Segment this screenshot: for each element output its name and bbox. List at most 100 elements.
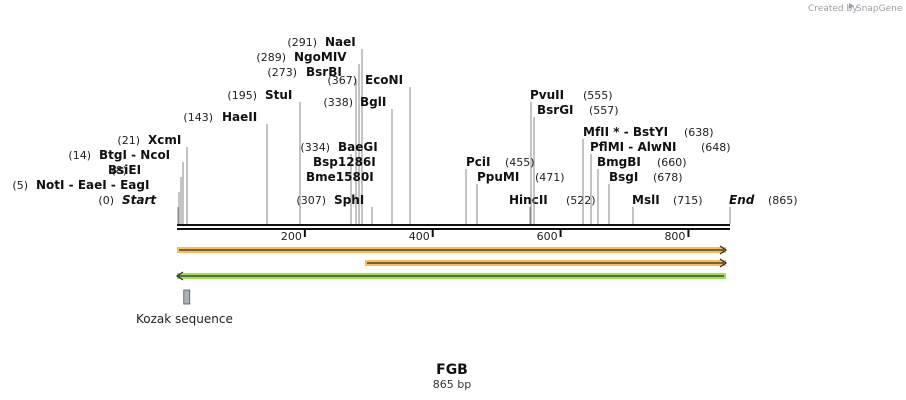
site-position-label: (307) [296,194,326,207]
enzyme-name[interactable]: MfII * - BstYI [583,125,668,139]
name-separator: - [620,125,633,139]
restriction-sites: Start (0) NotI - EaeI - EagI (5) BsiEI(8) Btg… [12,35,798,224]
enzyme-name[interactable]: NaeI [325,35,356,49]
site-position-label: (638) [684,126,714,139]
ruler-tick-label: 200 [281,230,302,243]
ruler-tick-label: 400 [409,230,430,243]
enzyme-name-part[interactable]: BsiEI [108,163,141,177]
enzyme-name[interactable]: MslI [632,193,660,207]
enzyme-name[interactable]: NotI - EaeI - EagI [36,178,149,192]
enzyme-name-part[interactable]: XcmI [148,133,181,147]
site-position-label: (455) [505,156,535,169]
site-position-label: (367) [327,74,357,87]
enzyme-name[interactable]: PflMI - AlwNI [590,140,676,154]
name-separator: - [127,148,140,162]
enzyme-name[interactable]: BsrGI [537,103,574,117]
enzyme-name[interactable]: End [729,193,755,207]
backbone-top-strand [177,224,730,226]
site-position-label: (0) [98,194,114,207]
site-position-label: (289) [256,51,286,64]
enzyme-name-part[interactable]: NcoI [140,148,170,162]
enzyme-name[interactable]: Bsp1286I [313,155,376,169]
site-position-label: (555) [583,89,613,102]
enzyme-name[interactable]: PpuMI [477,170,519,184]
enzyme-name[interactable]: SphI [334,193,364,207]
enzyme-name-part[interactable]: Bsp1286I [313,155,376,169]
enzyme-name-part[interactable]: BsgI [609,170,638,184]
enzyme-name[interactable]: Bme1580I [306,170,374,184]
site-position-label: (678) [653,171,683,184]
enzyme-name-part[interactable]: PflMI [590,140,624,154]
enzyme-name-part[interactable]: AlwNI [637,140,676,154]
enzyme-name[interactable]: BmgBI [597,155,641,169]
enzyme-name-part[interactable]: StuI [265,88,292,102]
enzyme-name-part[interactable]: MfII * [583,125,620,139]
enzyme-name[interactable]: BtgI - NcoI [99,148,170,162]
brand-text: SnapGene [856,4,903,14]
name-separator: - [65,178,78,192]
enzyme-name-part[interactable]: BsrBI [306,65,342,79]
enzyme-name-part[interactable]: NgoMIV [294,50,347,64]
ruler-tick-label: 800 [664,230,685,243]
enzyme-name[interactable]: HaeII [222,110,257,124]
snapgene-logo-icon [849,3,854,9]
site-position-label: (338) [323,96,353,109]
enzyme-name-part[interactable]: EaeI [78,178,107,192]
site-position-label: (471) [535,171,565,184]
enzyme-name[interactable]: BaeGI [338,140,378,154]
enzyme-name-part[interactable]: BsrGI [537,103,574,117]
name-separator: - [107,178,120,192]
site-position-label: (715) [673,194,703,207]
green-reverse-arrow-arrowhead-icon [175,271,184,281]
ruler: 200 400 600 800 [281,229,690,243]
enzyme-name[interactable]: XcmI [148,133,181,147]
enzyme-name[interactable]: BglI [360,95,386,109]
site-position-label: (14) [68,149,91,162]
enzyme-name-part[interactable]: EagI [120,178,149,192]
enzyme-name-part[interactable]: NotI [36,178,65,192]
features [175,245,728,281]
enzyme-name-part[interactable]: PpuMI [477,170,519,184]
enzyme-name[interactable]: Start [122,193,157,207]
enzyme-name[interactable]: BsiEI [108,163,141,177]
enzyme-name[interactable]: EcoNI [365,73,403,87]
enzyme-name[interactable]: BsrBI [306,65,342,79]
site-position-label: (21) [117,134,140,147]
enzyme-name-part[interactable]: PciI [466,155,491,169]
enzyme-name[interactable]: StuI [265,88,292,102]
site-position-label: (291) [287,36,317,49]
enzyme-name-part[interactable]: Bme1580I [306,170,374,184]
enzyme-name-part[interactable]: BtgI [99,148,127,162]
enzyme-name[interactable]: HincII [509,193,548,207]
enzyme-name-part[interactable]: Start [122,193,157,207]
enzyme-name[interactable]: BsgI [609,170,638,184]
enzyme-name-part[interactable]: EcoNI [365,73,403,87]
enzyme-name[interactable]: PvuII [530,88,564,102]
name-separator: - [624,140,637,154]
enzyme-name-part[interactable]: BstYI [633,125,668,139]
enzyme-name-part[interactable]: PvuII [530,88,564,102]
site-position-label: (5) [12,179,28,192]
enzyme-name-part[interactable]: NaeI [325,35,356,49]
backbone-bottom-strand [177,228,730,230]
enzyme-name-part[interactable]: HaeII [222,110,257,124]
enzyme-name-part[interactable]: End [729,193,755,207]
enzyme-name-part[interactable]: MslI [632,193,660,207]
enzyme-name-part[interactable]: HincII [509,193,548,207]
enzyme-name[interactable]: NgoMIV [294,50,347,64]
site-position-label: (557) [589,104,619,117]
site-position-label: (143) [183,111,213,124]
enzyme-name[interactable]: PciI [466,155,491,169]
enzyme-name-part[interactable]: BmgBI [597,155,641,169]
site-position-label: (865) [768,194,798,207]
kozak-feature[interactable] [183,289,191,305]
enzyme-name-part[interactable]: SphI [334,193,364,207]
orange-forward-arrow-2-arrowhead-icon [719,258,728,268]
enzyme-name-part[interactable]: BglI [360,95,386,109]
enzyme-name-part[interactable]: BaeGI [338,140,378,154]
site-position-label: (8) [111,164,127,177]
credit-text: Created by [808,4,858,14]
site-position-label: (334) [300,141,330,154]
orange-forward-arrow-arrowhead-icon [719,245,728,255]
